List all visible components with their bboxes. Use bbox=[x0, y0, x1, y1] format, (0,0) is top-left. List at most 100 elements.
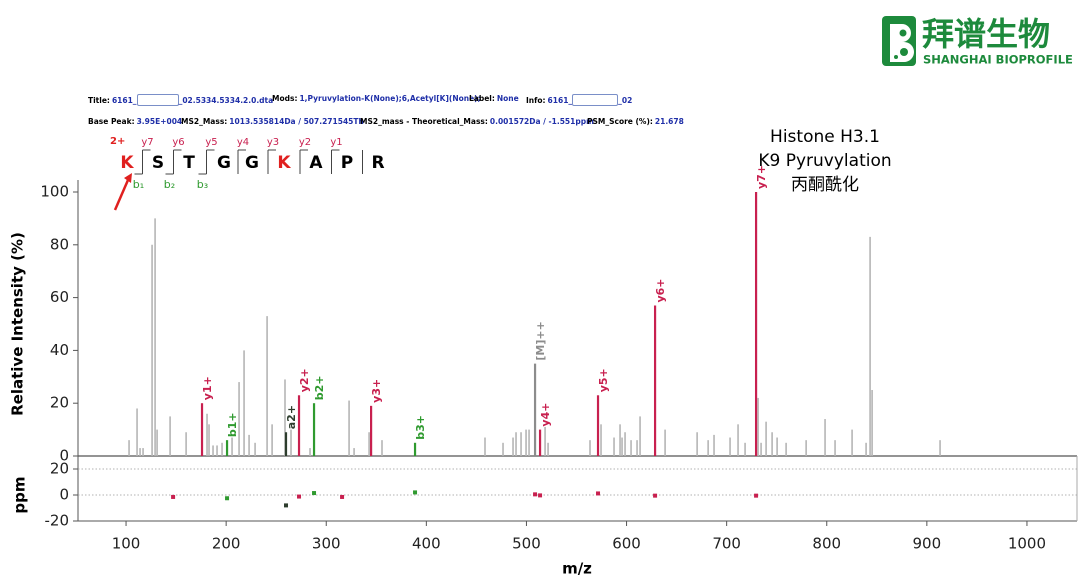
header-field: Title: 6161_ _02.5334.5334.2.0.dta bbox=[88, 94, 273, 106]
peak-label: a2+ bbox=[285, 405, 298, 429]
x-tick-label: 1000 bbox=[1008, 535, 1046, 553]
ppm-point bbox=[225, 496, 230, 501]
x-tick-label: 700 bbox=[712, 535, 741, 553]
header-field: MS2_Mass: 1013.535814Da / 507.271545Th bbox=[181, 117, 364, 126]
x-tick-label: 400 bbox=[412, 535, 441, 553]
header-text: Mods: bbox=[272, 94, 298, 103]
y-tick-label: 80 bbox=[50, 235, 69, 253]
peak-label: y4+ bbox=[539, 403, 552, 427]
residue: G bbox=[217, 153, 231, 173]
peak-label: b3+ bbox=[414, 415, 427, 440]
header-text: PSM_Score (%): bbox=[587, 117, 653, 126]
header-text: Title: bbox=[88, 95, 110, 105]
header-field: Mods: 1,Pyruvylation-K(None);6,Acetyl[K](… bbox=[272, 94, 481, 103]
residue: K bbox=[277, 153, 291, 173]
fragment-bracket bbox=[165, 149, 182, 175]
header-text: _02 bbox=[618, 95, 633, 105]
header-field: PSM_Score (%): 21.678 bbox=[587, 117, 684, 126]
y-axis-label: Relative Intensity (%) bbox=[9, 232, 27, 416]
fragment-bracket bbox=[299, 149, 308, 174]
ppm-axis-label: ppm bbox=[11, 476, 29, 513]
residue: T bbox=[183, 153, 195, 173]
x-tick-label: 200 bbox=[212, 535, 241, 553]
residue: S bbox=[152, 153, 164, 173]
header-text: Base Peak: bbox=[88, 117, 135, 126]
x-tick-label: 500 bbox=[512, 535, 541, 553]
ppm-point bbox=[340, 494, 345, 499]
y-tick-label: 60 bbox=[50, 288, 69, 306]
ppm-point bbox=[413, 490, 418, 495]
ppm-point bbox=[538, 493, 543, 498]
header-field: Info: 6161_ _02 bbox=[526, 94, 632, 106]
residue: A bbox=[309, 153, 323, 173]
x-axis-label: m/z bbox=[562, 560, 592, 578]
header-text: 6161_ bbox=[111, 95, 137, 105]
fragment-bracket bbox=[198, 149, 215, 175]
annotation: Histone H3.1 bbox=[770, 127, 880, 147]
residue: G bbox=[245, 153, 259, 173]
b-ion-label: b₃ bbox=[197, 178, 208, 191]
residue: P bbox=[341, 153, 353, 173]
header-text: 0.001572Da / -1.551ppm bbox=[489, 117, 594, 126]
logo-name: 拜谱生物 bbox=[922, 15, 1050, 53]
fragment-bracket bbox=[134, 149, 151, 175]
peak-label: y7+ bbox=[755, 165, 768, 189]
peak-label: b2+ bbox=[313, 375, 326, 400]
ppm-point bbox=[284, 503, 289, 508]
charge: 2+ bbox=[110, 136, 125, 147]
arrow-head bbox=[124, 173, 132, 183]
header-text: 1013.535814Da / 507.271545Th bbox=[229, 117, 364, 126]
logo-subtitle: SHANGHAI BIOPROFILE bbox=[923, 53, 1073, 67]
b-ion-label: b₂ bbox=[164, 178, 175, 191]
x-tick-label: 900 bbox=[913, 535, 942, 553]
header-text: MS2_mass - Theoretical_Mass: bbox=[360, 117, 488, 126]
header-text: 6161_ bbox=[547, 95, 573, 105]
x-tick-label: 300 bbox=[312, 535, 341, 553]
ppm-point bbox=[312, 491, 317, 496]
fragment-bracket bbox=[237, 149, 246, 174]
header-text: 1,Pyruvylation-K(None);6,Acetyl[K](None)… bbox=[299, 94, 481, 103]
ppm-point bbox=[171, 494, 176, 499]
fragment-bracket bbox=[331, 149, 340, 174]
peak-label: y2+ bbox=[298, 368, 311, 392]
header-text: Info: bbox=[526, 95, 546, 105]
y-ion-label: y6 bbox=[172, 137, 184, 148]
header-field: Base Peak: 3.95E+004 bbox=[88, 117, 182, 126]
annotation: K9 Pyruvylation bbox=[758, 151, 891, 171]
header-field: Label: None bbox=[469, 94, 519, 103]
ppm-point bbox=[754, 493, 759, 498]
ppm-point bbox=[533, 492, 538, 497]
header-text: None bbox=[496, 94, 519, 103]
peak-label: y1+ bbox=[201, 376, 214, 400]
arrow bbox=[113, 179, 130, 211]
fragment-bracket bbox=[267, 149, 276, 174]
header-field: MS2_mass - Theoretical_Mass: 0.001572Da /… bbox=[360, 117, 594, 126]
annotation: 丙酮酰化 bbox=[791, 175, 859, 195]
y-tick-label: 20 bbox=[50, 460, 69, 478]
y-tick-label: 40 bbox=[50, 341, 69, 359]
x-tick-label: 100 bbox=[112, 535, 141, 553]
peak-label: y3+ bbox=[370, 379, 383, 403]
y-tick-label: 20 bbox=[50, 394, 69, 412]
header-text: 21.678 bbox=[654, 117, 684, 126]
header-text: Label: bbox=[469, 94, 495, 103]
residue: R bbox=[371, 153, 384, 173]
peak-label: b1+ bbox=[226, 412, 239, 437]
ppm-point bbox=[596, 491, 601, 496]
logo-icon bbox=[882, 16, 916, 66]
y-ion-label: y2 bbox=[299, 137, 311, 148]
y-ion-label: y4 bbox=[237, 137, 249, 148]
residue: K bbox=[120, 153, 134, 173]
y-tick-label: 100 bbox=[40, 183, 69, 201]
header-text: MS2_Mass: bbox=[181, 117, 228, 126]
header-text: _02.5334.5334.2.0.dta bbox=[178, 95, 274, 105]
ppm-point bbox=[653, 493, 658, 498]
y-ion-label: y7 bbox=[141, 137, 153, 148]
peak-label: y5+ bbox=[597, 368, 610, 392]
b-ion-label: b₁ bbox=[133, 178, 144, 191]
y-ion-label: y5 bbox=[205, 137, 217, 148]
header-text: 3.95E+004 bbox=[136, 117, 183, 126]
y-tick-label: 0 bbox=[59, 486, 69, 504]
ppm-point bbox=[297, 494, 302, 499]
